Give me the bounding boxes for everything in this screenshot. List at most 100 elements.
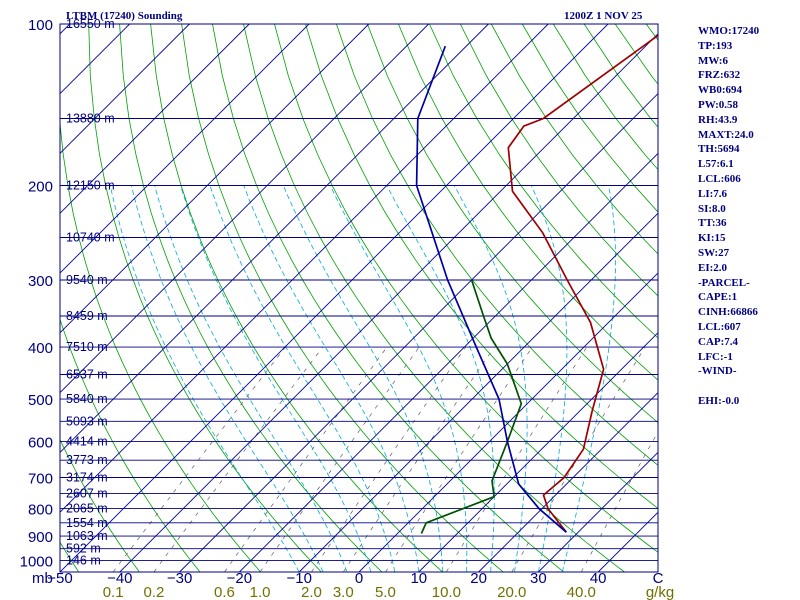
isotherm (119, 33, 658, 572)
temperature-tick-label: −20 (227, 570, 252, 587)
isotherm (60, 24, 250, 214)
temperature-tick-label: −40 (107, 570, 132, 587)
height-label: 13880 m (66, 111, 115, 125)
isotherm (239, 152, 658, 572)
index-item: TH:5694 (698, 143, 740, 156)
temperature-tick-label: −30 (167, 570, 192, 587)
pressure-tick-label: 800 (28, 502, 53, 519)
index-item: LFC:-1 (698, 350, 733, 363)
dry-adiabat (490, 24, 658, 255)
moist-adiabat (209, 185, 396, 572)
index-item: SI:8.0 (698, 202, 726, 215)
moist-adiabat (243, 185, 420, 572)
index-item: EI:2.0 (698, 261, 728, 274)
index-item (698, 379, 798, 394)
index-item: FRZ:632 (698, 69, 741, 82)
pressure-tick-label: 300 (28, 273, 53, 290)
height-label: 3773 m (66, 453, 108, 467)
index-item: CAPE:1 (698, 291, 738, 304)
time-label: 1200Z 1 NOV 25 (564, 10, 643, 22)
mixing-ratio-label: 3.0 (333, 584, 354, 600)
pressure-tick-label: 700 (28, 471, 53, 488)
index-item: WB0:694 (698, 84, 742, 97)
index-item: -WIND- (698, 365, 737, 378)
moist-adiabat (154, 185, 348, 572)
mixing-ratio-line (153, 346, 324, 572)
height-label: 1554 m (66, 516, 108, 530)
height-label: 2065 m (66, 502, 108, 516)
height-label: 2607 m (66, 487, 108, 501)
mixing-ratio-label: 0.1 (103, 584, 124, 600)
pressure-tick-label: 100 (28, 17, 53, 34)
dry-adiabat (429, 24, 658, 339)
temperature-tick-label: −50 (47, 570, 72, 587)
mixing-ratio-line (446, 346, 588, 572)
isotherm (60, 24, 549, 513)
dry-adiabat (150, 24, 443, 572)
temperature-tick-label: 10 (410, 570, 427, 587)
mixing-ratio-line (343, 346, 495, 572)
dry-adiabat (274, 24, 658, 553)
height-label: 7510 m (66, 340, 108, 354)
mixing-ratio-line (112, 346, 286, 572)
plot-frame (59, 23, 659, 573)
index-item: KI:15 (698, 232, 726, 245)
dry-adiabat (0, 24, 18, 572)
height-label: 592 m (66, 542, 101, 556)
height-label: 6537 m (66, 368, 108, 382)
isotherm (478, 391, 658, 572)
isotherm (179, 92, 658, 572)
pressure-tick-label: 400 (28, 340, 53, 357)
height-label: 4414 m (66, 435, 108, 449)
height-label: 12150 m (66, 179, 115, 193)
height-label: 10740 m (66, 231, 115, 245)
mixing-ratio-label: 0.2 (144, 584, 165, 600)
index-item: TT:36 (698, 217, 727, 230)
height-label: 5093 m (66, 414, 108, 428)
mixing-ratio-line (311, 346, 466, 572)
temperature-unit-label: C (653, 570, 664, 587)
temperature-tick-label: 40 (590, 570, 607, 587)
index-item: LCL:607 (698, 320, 741, 333)
isotherm (60, 24, 310, 274)
isotherm (0, 24, 10, 572)
mixing-ratio-label: 20.0 (497, 584, 526, 600)
dry-adiabat (212, 24, 565, 572)
moist-adiabat (386, 185, 495, 572)
index-item: LI:7.6 (698, 187, 728, 200)
moist-adiabat (109, 185, 300, 572)
mixing-ratio-line (259, 346, 420, 572)
isotherm (60, 24, 609, 572)
mixing-ratio-label: 1.0 (250, 584, 271, 600)
mixing-ratio-label: 2.0 (301, 584, 322, 600)
dry-adiabat (367, 24, 658, 424)
isotherm (60, 24, 489, 454)
temperature-tick-label: 20 (470, 570, 487, 587)
index-item: WMO:17240 (698, 25, 760, 37)
mixing-ratio-line (385, 346, 533, 572)
moist-adiabat (282, 185, 444, 572)
height-label: 3174 m (66, 471, 108, 485)
index-item: MW:6 (698, 54, 728, 67)
index-item: SW:27 (698, 246, 730, 259)
indices-list: WMO:17240 TP:193 MW:6 FRZ:632 WB0:694 PW:0.58… (698, 24, 798, 409)
isotherm (418, 332, 658, 572)
temperature-line (507, 34, 658, 533)
dewpoint-line (420, 279, 523, 534)
index-item: RH:43.9 (698, 113, 738, 126)
station-title: LTBM (17240) Sounding (66, 10, 183, 22)
dry-adiabat (305, 24, 658, 510)
moist-adiabat (561, 185, 616, 572)
height-label: 9540 m (66, 273, 108, 287)
pressure-tick-label: 200 (28, 179, 53, 196)
isotherm (358, 272, 658, 572)
pressure-tick-label: 500 (28, 392, 53, 409)
moist-adiabat (131, 185, 324, 572)
height-label: 5840 m (66, 392, 108, 406)
isotherm (60, 24, 190, 155)
isotherm (298, 212, 658, 572)
index-item: EHI:-0.0 (698, 394, 740, 407)
moist-adiabat (530, 185, 568, 572)
isotherm (60, 24, 130, 95)
